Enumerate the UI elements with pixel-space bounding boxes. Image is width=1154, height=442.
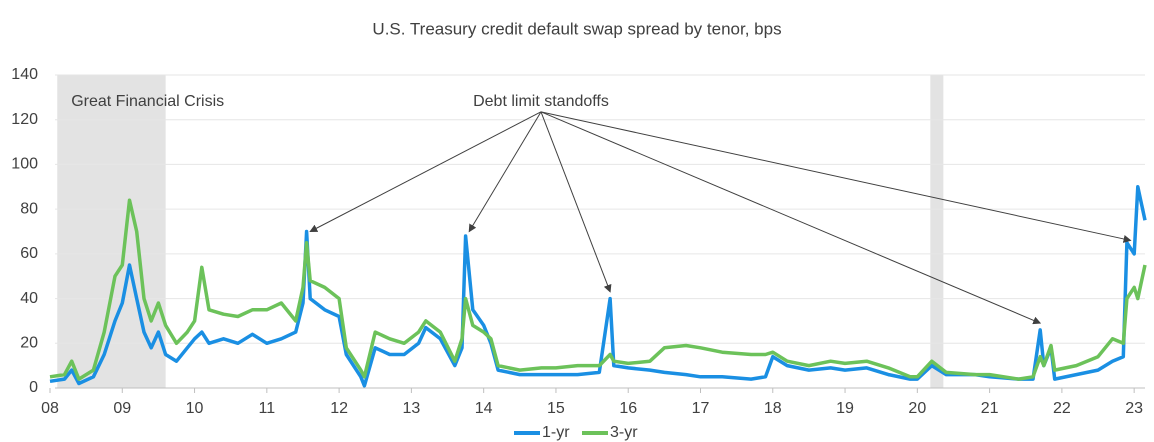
annotation-arrow bbox=[540, 111, 612, 293]
annotation-arrow bbox=[540, 111, 1042, 325]
shaded-region bbox=[930, 75, 944, 388]
annotation-arrow bbox=[540, 111, 1132, 243]
x-tick-label: 14 bbox=[475, 400, 493, 417]
x-tick-label: 17 bbox=[692, 400, 710, 417]
y-tick-label: 60 bbox=[20, 245, 38, 262]
y-tick-label: 20 bbox=[20, 335, 38, 352]
x-tick-label: 13 bbox=[402, 400, 420, 417]
x-tick-label: 12 bbox=[330, 400, 348, 417]
x-tick-label: 08 bbox=[41, 400, 59, 417]
y-tick-label: 80 bbox=[20, 200, 38, 217]
legend-label: 3-yr bbox=[610, 424, 638, 441]
y-tick-label: 0 bbox=[29, 379, 38, 396]
y-tick-label: 140 bbox=[11, 66, 38, 83]
annotation-arrow bbox=[468, 111, 542, 233]
x-tick-label: 11 bbox=[259, 400, 276, 417]
y-tick-label: 40 bbox=[20, 290, 38, 307]
annotation-arrow bbox=[309, 111, 542, 232]
x-tick-label: 10 bbox=[186, 400, 204, 417]
x-tick-label: 20 bbox=[908, 400, 926, 417]
y-tick-label: 100 bbox=[11, 156, 38, 173]
x-tick-label: 18 bbox=[764, 400, 782, 417]
x-tick-label: 16 bbox=[619, 400, 637, 417]
region-label: Great Financial Crisis bbox=[71, 93, 224, 110]
series-line bbox=[49, 198, 1147, 381]
x-tick-label: 22 bbox=[1053, 400, 1071, 417]
x-tick-label: 09 bbox=[113, 400, 131, 417]
y-tick-label: 120 bbox=[11, 111, 38, 128]
legend-label: 1-yr bbox=[542, 424, 570, 441]
chart-title: U.S. Treasury credit default swap spread… bbox=[372, 19, 781, 38]
x-tick-label: 15 bbox=[547, 400, 565, 417]
annotation: Debt limit standoffs bbox=[473, 93, 609, 110]
series-line bbox=[49, 185, 1147, 388]
x-tick-label: 19 bbox=[836, 400, 854, 417]
x-tick-label: 21 bbox=[981, 400, 999, 417]
x-tick-label: 23 bbox=[1125, 400, 1143, 417]
